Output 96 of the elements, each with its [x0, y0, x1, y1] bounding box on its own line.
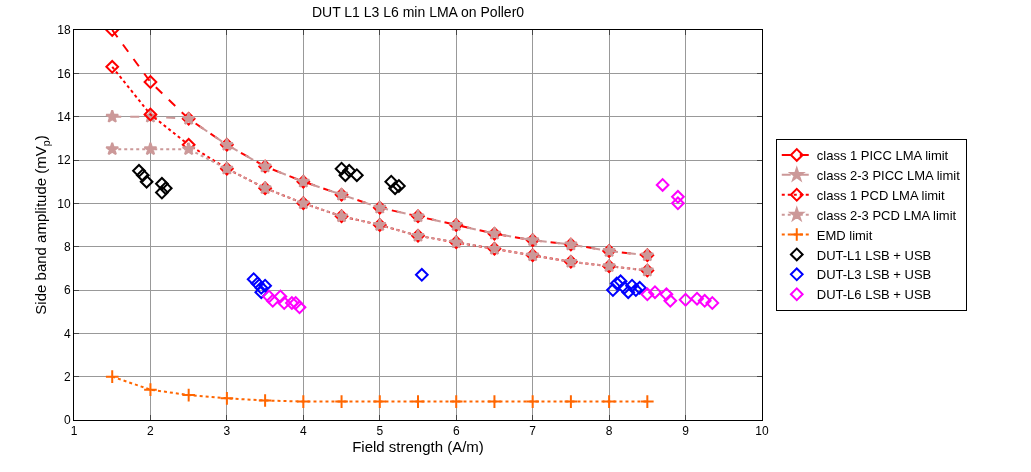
point: [273, 289, 288, 304]
point: [640, 394, 655, 409]
x-tick-label: 5: [376, 424, 384, 439]
point: [258, 278, 272, 293]
legend-label: DUT-L6 LSB + USB: [816, 287, 932, 303]
point: [132, 163, 146, 178]
point: [655, 178, 670, 192]
point: [609, 276, 624, 291]
point: [697, 293, 712, 308]
point: [135, 168, 150, 183]
point: [705, 296, 720, 310]
y-tick-label: 16: [57, 66, 71, 81]
point: [296, 394, 311, 409]
point: [265, 293, 280, 308]
point: [690, 291, 704, 306]
point: [143, 382, 158, 397]
x-tick-label: 4: [299, 424, 307, 439]
legend-label: class 2-3 PICC LMA limit: [816, 167, 961, 183]
x-tick-label: 9: [682, 424, 690, 439]
point: [384, 174, 399, 189]
point: [181, 387, 196, 403]
point: [392, 179, 406, 193]
point: [334, 161, 349, 176]
point: [678, 292, 693, 307]
y-tick-label: 4: [63, 326, 71, 341]
point: [105, 109, 120, 123]
point: [338, 168, 353, 183]
y-tick-label: 14: [57, 109, 71, 124]
y-tick-label: 6: [63, 283, 71, 298]
point: [629, 283, 643, 297]
legend-label: class 1 PCD LMA limit: [816, 187, 946, 203]
point: [563, 394, 579, 409]
point: [671, 196, 685, 211]
legend-label: class 2-3 PCD LMA limit: [816, 207, 957, 223]
legend-label: class 1 PICC LMA limit: [816, 148, 949, 164]
point: [254, 285, 269, 300]
point: [104, 369, 120, 384]
point: [448, 394, 464, 409]
y-tick-label: 12: [57, 153, 71, 168]
legend-label: EMD limit: [816, 227, 873, 243]
point: [219, 391, 235, 406]
x-tick-label: 1: [70, 424, 78, 439]
point: [155, 176, 169, 191]
point: [613, 274, 628, 289]
x-tick-label: 2: [147, 424, 155, 439]
point: [648, 285, 662, 300]
point: [621, 285, 636, 300]
y-tick-label: 0: [63, 413, 71, 428]
point: [640, 287, 655, 302]
point: [487, 394, 502, 409]
chart-title: DUT L1 L3 L6 min LMA on Poller0: [311, 3, 525, 20]
point: [285, 296, 299, 310]
y-tick-label: 18: [57, 23, 71, 38]
x-tick-label: 3: [223, 424, 231, 439]
legend-label: DUT-L1 LSB + USB: [816, 247, 932, 263]
point: [254, 280, 269, 295]
point: [262, 289, 276, 304]
point: [388, 181, 402, 196]
point: [349, 168, 364, 183]
point: [143, 75, 158, 89]
y-tick-label: 10: [57, 196, 71, 211]
y-tick-label: 2: [63, 369, 71, 384]
point: [525, 394, 540, 409]
x-tick-label: 6: [452, 424, 460, 439]
point: [158, 181, 173, 196]
point: [181, 141, 196, 156]
point: [601, 394, 617, 409]
point: [277, 296, 292, 310]
point: [250, 276, 265, 291]
point: [659, 287, 674, 302]
point: [334, 394, 349, 409]
point: [139, 174, 154, 189]
x-tick-label: 7: [529, 424, 537, 439]
point: [410, 394, 426, 409]
point: [414, 267, 429, 282]
point: [246, 272, 261, 287]
point: [372, 394, 388, 409]
point: [292, 300, 307, 315]
point: [663, 293, 678, 308]
y-tick-label: 8: [63, 239, 71, 254]
point: [257, 393, 273, 408]
x-tick-label: 8: [605, 424, 613, 439]
point: [632, 280, 647, 295]
point: [155, 185, 169, 200]
point: [143, 141, 158, 156]
point: [342, 163, 357, 178]
legend-label: DUT-L3 LSB + USB: [816, 267, 932, 283]
x-tick-label: 10: [755, 424, 769, 439]
point: [105, 141, 120, 156]
point: [625, 278, 639, 293]
point: [617, 280, 632, 295]
x-axis-title: Field strength (A/m): [352, 438, 484, 456]
point: [288, 296, 303, 310]
point: [606, 283, 620, 297]
point: [671, 189, 685, 204]
point: [105, 59, 120, 74]
